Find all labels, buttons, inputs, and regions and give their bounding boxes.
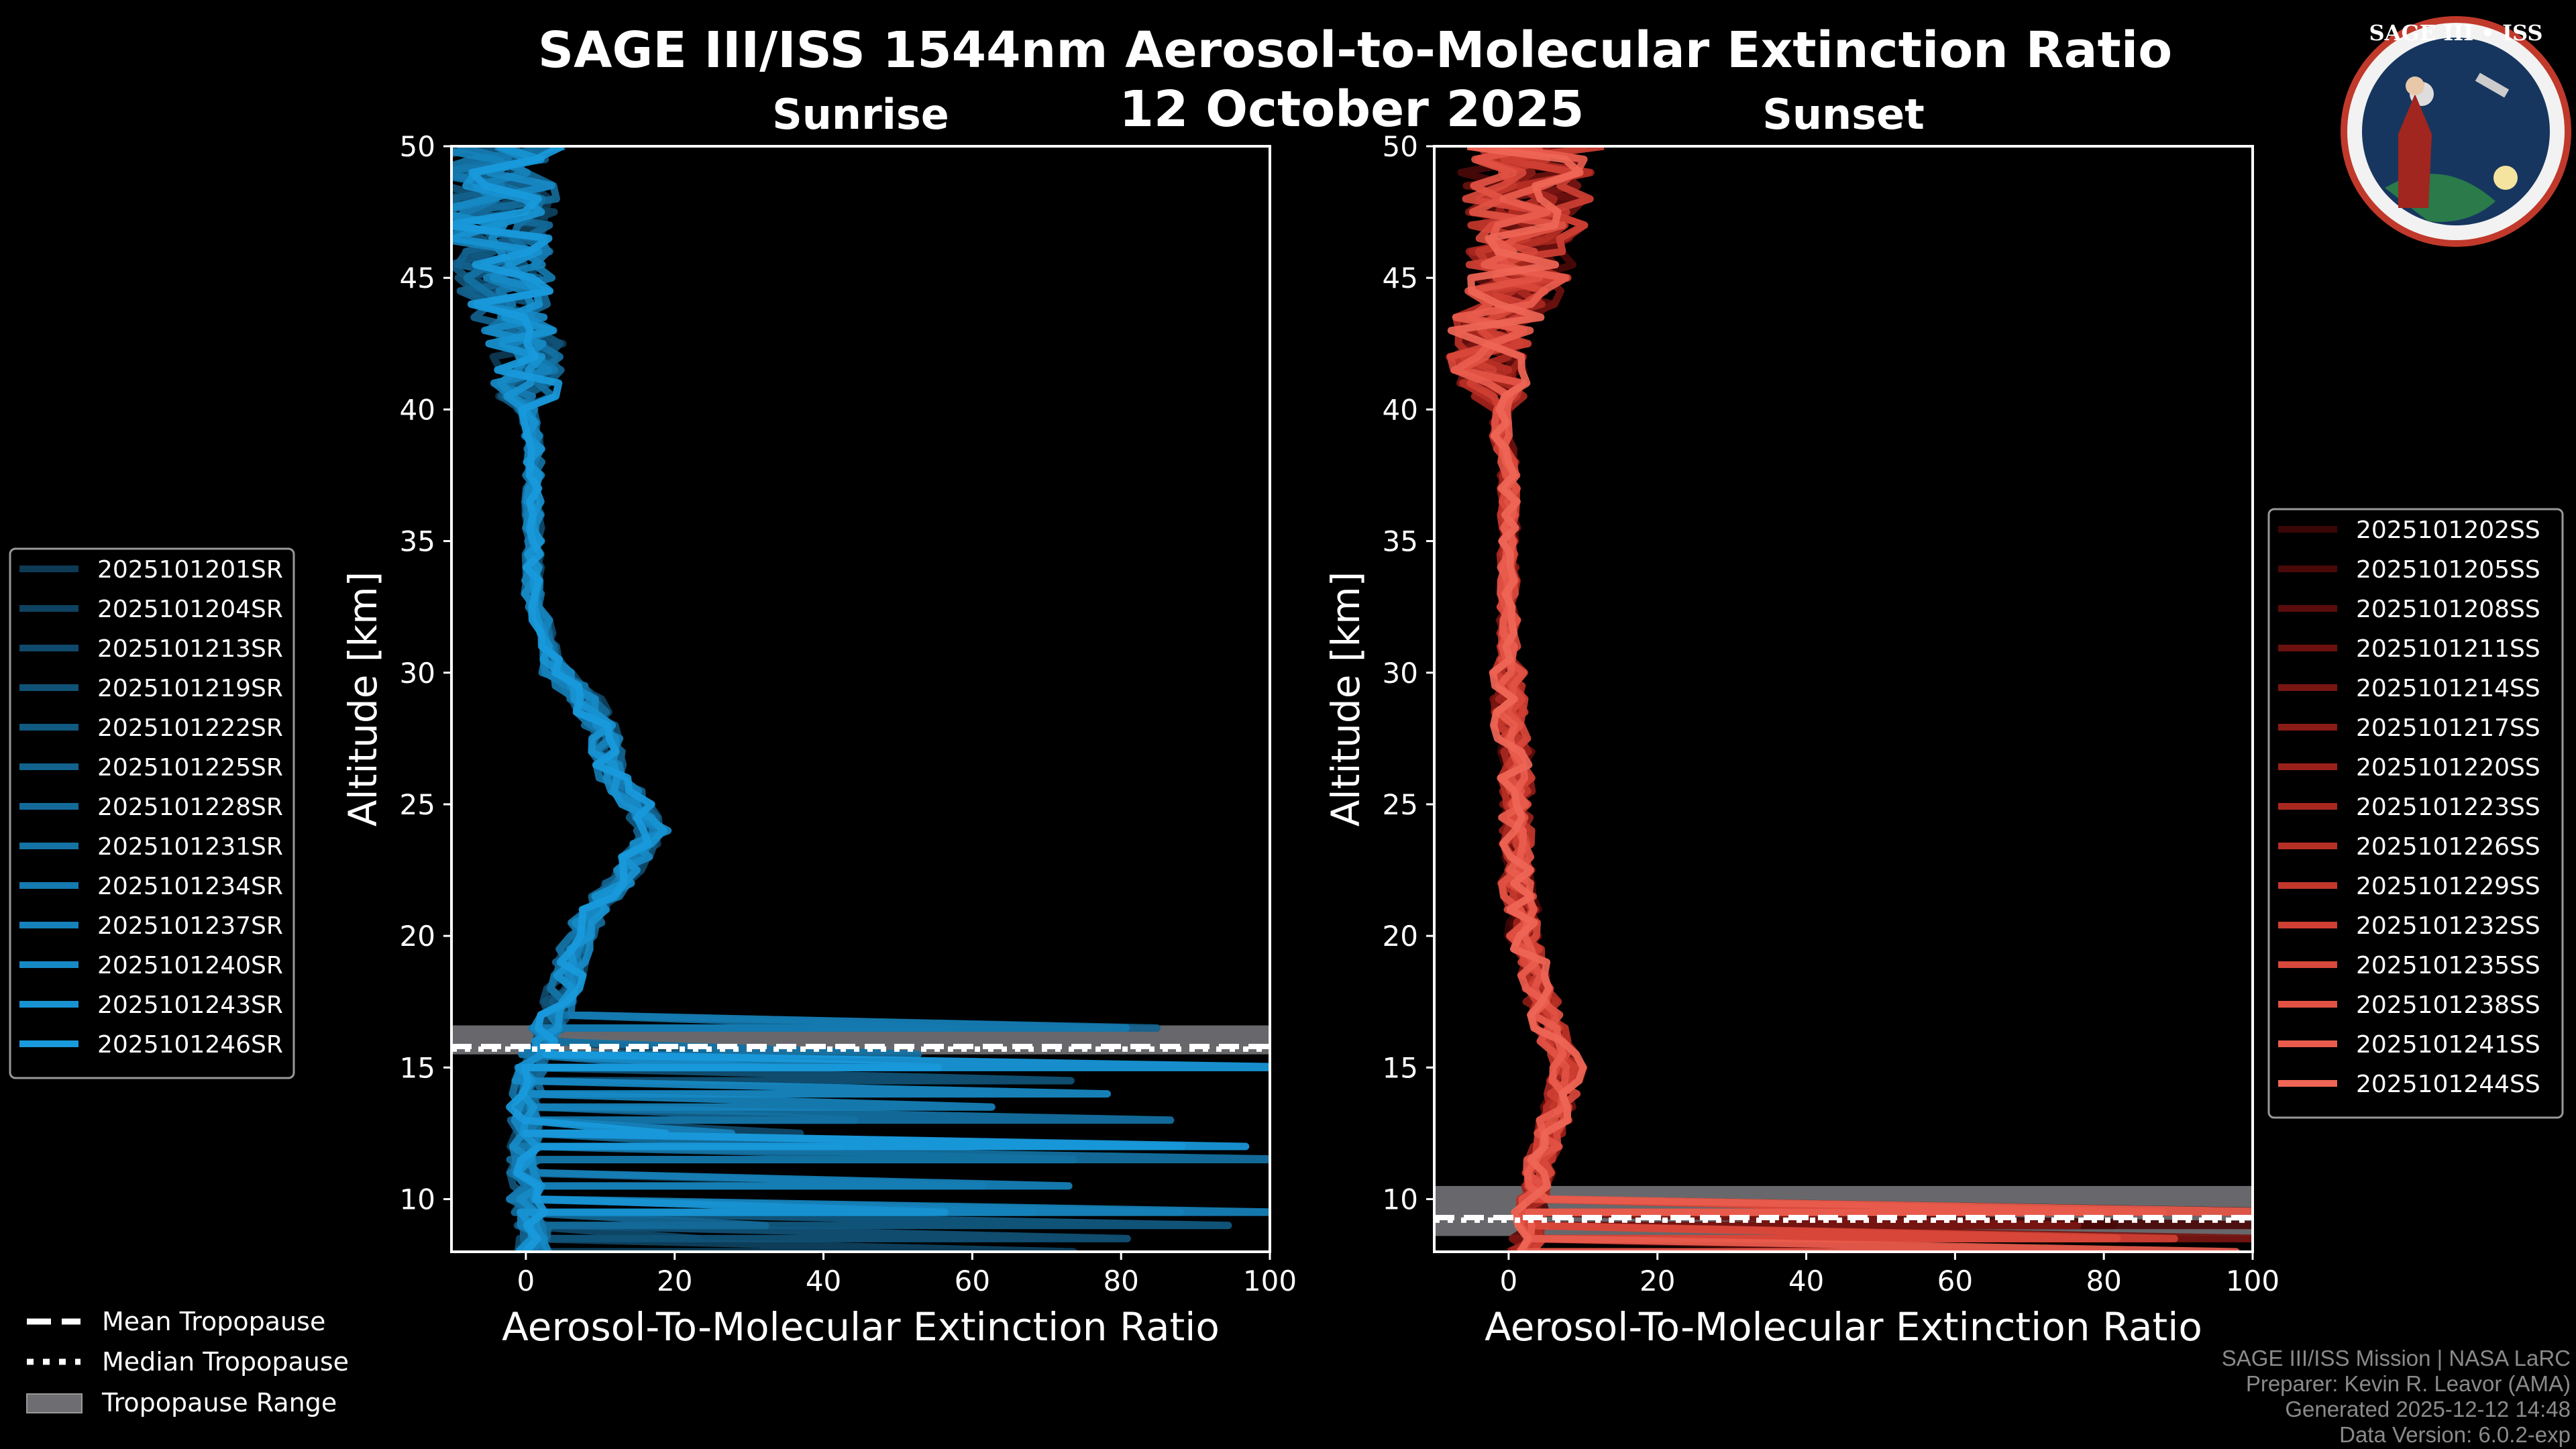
credits: SAGE III/ISS Mission | NASA LaRC Prepare…	[2222, 1346, 2571, 1447]
y-tick-label: 15	[1383, 1051, 1418, 1084]
x-tick-label: 60	[955, 1265, 990, 1297]
legend-label: 2025101223SS	[2356, 794, 2540, 821]
x-tick-label: 100	[1243, 1265, 1297, 1297]
y-tick-label: 15	[400, 1051, 435, 1084]
sage-iii-iss-logo: SAGE III • ISS	[2341, 16, 2571, 247]
plot-area	[1434, 146, 2253, 1252]
axes-frame	[450, 145, 1271, 1253]
logo-text: SAGE III • ISS	[2369, 20, 2543, 46]
legend-label: 2025101213SR	[97, 635, 283, 663]
x-tick-label: 80	[2086, 1265, 2121, 1297]
credit-line: Generated 2025-12-12 14:48	[2285, 1397, 2571, 1421]
y-tick-label: 50	[400, 130, 435, 163]
legend-label: 2025101214SS	[2356, 675, 2540, 702]
tropopause-range-swatch	[26, 1393, 83, 1413]
legend-label: 2025101205SS	[2356, 556, 2540, 584]
y-tick-label: 35	[1383, 525, 1418, 558]
legend-label: 2025101219SR	[97, 675, 283, 702]
x-tick-label: 60	[1937, 1265, 1973, 1297]
legend-label: 2025101225SR	[97, 754, 283, 782]
y-tick-label: 50	[1383, 130, 1418, 163]
credit-line: Preparer: Kevin R. Leavor (AMA)	[2246, 1371, 2571, 1396]
y-tick-label: 30	[400, 657, 435, 690]
legend-label: 2025101243SR	[97, 991, 283, 1019]
legend-label: 2025101238SS	[2356, 991, 2540, 1019]
mean-tropopause-label: Mean Tropopause	[102, 1307, 325, 1336]
figure-date: 12 October 2025	[1119, 80, 1584, 138]
x-tick-label: 100	[2226, 1265, 2279, 1297]
legend-label: 2025101231SR	[97, 833, 283, 861]
legend-label: 2025101235SS	[2356, 952, 2540, 979]
y-tick-label: 20	[1383, 920, 1418, 953]
y-tick-label: 45	[1383, 262, 1418, 294]
credit-line: Data Version: 6.0.2-exp	[2339, 1422, 2571, 1447]
x-axis-label: Aerosol-To-Molecular Extinction Ratio	[1485, 1304, 2202, 1350]
legend-frame	[2267, 508, 2564, 1119]
legend-label: 2025101222SR	[97, 714, 283, 742]
y-tick-label: 30	[1383, 657, 1418, 690]
legend-label: 2025101201SR	[97, 556, 283, 584]
plot-area	[451, 146, 1270, 1252]
x-tick-label: 0	[1500, 1265, 1518, 1297]
x-tick-label: 40	[1788, 1265, 1824, 1297]
median-tropopause-label: Median Tropopause	[102, 1347, 349, 1377]
legend-label: 2025101211SS	[2356, 635, 2540, 663]
profile-line-2025101244SS	[1447, 146, 1587, 1252]
sunset-title: Sunset	[1762, 90, 1925, 139]
tropopause-legend: Mean Tropopause Median Tropopause Tropop…	[26, 1307, 349, 1417]
x-tick-label: 20	[1640, 1265, 1675, 1297]
series-legend: 2025101201SR 2025101204SR 2025101213SR 2025…	[9, 547, 295, 1079]
legend-frame	[9, 547, 295, 1079]
legend-label: 2025101204SR	[97, 596, 283, 623]
legend-label: 2025101208SS	[2356, 596, 2540, 623]
legend-label: 2025101220SS	[2356, 754, 2540, 782]
x-tick-label: 20	[657, 1265, 692, 1297]
legend-label: 2025101202SS	[2356, 517, 2540, 544]
legend-label: 2025101246SR	[97, 1031, 283, 1059]
y-tick-label: 25	[400, 788, 435, 821]
x-axis-label: Aerosol-To-Molecular Extinction Ratio	[502, 1304, 1220, 1350]
legend-label: 2025101241SS	[2356, 1031, 2540, 1059]
sunrise-title: Sunrise	[772, 90, 949, 139]
legend-label: 2025101217SS	[2356, 714, 2540, 742]
series-legend: 2025101202SS 2025101205SS 2025101208SS 2025…	[2267, 508, 2564, 1119]
legend-label: 2025101237SR	[97, 912, 283, 940]
sunrise-panel: 0 20 40 60 80 100 10 15 20 25 30 35 40 45 50 Aerosol-To…	[9, 130, 1297, 1350]
x-tick-label: 80	[1103, 1265, 1138, 1297]
y-tick-label: 45	[400, 262, 435, 294]
y-tick-label: 35	[400, 525, 435, 558]
legend-label: 2025101229SS	[2356, 873, 2540, 900]
y-tick-label: 25	[1383, 788, 1418, 821]
y-tick-label: 10	[1383, 1183, 1418, 1216]
legend-label: 2025101232SS	[2356, 912, 2540, 940]
y-tick-label: 20	[400, 920, 435, 953]
legend-label: 2025101228SR	[97, 794, 283, 821]
y-tick-label: 40	[400, 393, 435, 426]
tropopause-range-label: Tropopause Range	[101, 1388, 337, 1417]
figure-title: SAGE III/ISS 1544nm Aerosol-to-Molecular…	[538, 21, 2172, 79]
y-tick-label: 10	[400, 1183, 435, 1216]
legend-label: 2025101234SR	[97, 873, 283, 900]
legend-label: 2025101240SR	[97, 952, 283, 979]
legend-label: 2025101244SS	[2356, 1071, 2540, 1098]
sunset-panel: 0 20 40 60 80 100 10 15 20 25 30 35 40 45 50 Aerosol-To…	[1323, 130, 2564, 1350]
legend-label: 2025101226SS	[2356, 833, 2540, 861]
axes-frame	[1433, 145, 2254, 1253]
x-tick-label: 40	[806, 1265, 841, 1297]
credit-line: SAGE III/ISS Mission | NASA LaRC	[2222, 1346, 2571, 1371]
y-tick-label: 40	[1383, 393, 1418, 426]
y-axis-label: Altitude [km]	[340, 572, 386, 826]
y-axis-label: Altitude [km]	[1323, 572, 1368, 826]
profile-line-2025101246SR	[451, 146, 1270, 1252]
x-tick-label: 0	[517, 1265, 535, 1297]
